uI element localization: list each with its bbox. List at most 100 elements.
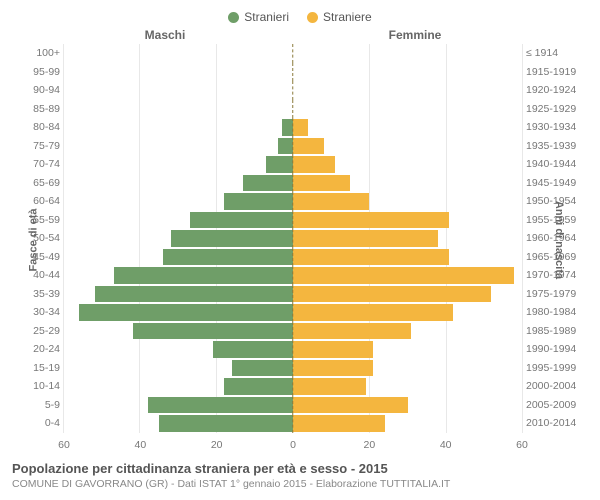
legend: Stranieri Straniere — [0, 0, 600, 28]
birth-year-label: 1995-1999 — [522, 362, 580, 374]
y-axis-title-left: Fasce di età — [27, 209, 39, 272]
bar-female — [293, 230, 438, 247]
center-axis-line — [292, 340, 293, 359]
age-label: 25-29 — [20, 325, 64, 337]
birth-year-label: 1915-1919 — [522, 66, 580, 78]
center-axis-line — [292, 155, 293, 174]
age-label: 35-39 — [20, 288, 64, 300]
x-ticks-right: 204060 — [293, 439, 522, 455]
birth-year-label: 2010-2014 — [522, 417, 580, 429]
bar-area — [64, 396, 522, 415]
bar-area — [64, 211, 522, 230]
swatch-female — [307, 12, 318, 23]
chart-title: Popolazione per cittadinanza straniera p… — [12, 461, 588, 476]
x-tick: 40 — [135, 439, 147, 451]
center-axis-line — [292, 266, 293, 285]
bar-female — [293, 138, 324, 155]
age-label: 0-4 — [20, 417, 64, 429]
birth-year-label: 1940-1944 — [522, 158, 580, 170]
bar-male — [190, 212, 293, 229]
x-tick: 60 — [516, 439, 528, 451]
birth-year-label: 1930-1934 — [522, 121, 580, 133]
age-label: 70-74 — [20, 158, 64, 170]
chart-row: 65-69 1945-1949 — [20, 174, 580, 193]
header-male: Maschi — [0, 28, 290, 42]
bar-area — [64, 303, 522, 322]
bar-female — [293, 360, 373, 377]
bar-area — [64, 155, 522, 174]
bar-female — [293, 341, 373, 358]
column-headers: Maschi Femmine — [0, 28, 600, 42]
birth-year-label: 1935-1939 — [522, 140, 580, 152]
chart-row: 5-92005-2009 — [20, 396, 580, 415]
chart-row: 60-641950-1954 — [20, 192, 580, 211]
chart-row: 95-99 1915-1919 — [20, 63, 580, 82]
x-tick: 20 — [363, 439, 375, 451]
center-axis-line — [292, 137, 293, 156]
bar-female — [293, 119, 308, 136]
bar-area — [64, 377, 522, 396]
bar-female — [293, 156, 335, 173]
center-axis-line — [292, 359, 293, 378]
bar-area — [64, 63, 522, 82]
x-axis: 6040200 204060 — [0, 439, 600, 455]
birth-year-label: 2005-2009 — [522, 399, 580, 411]
age-label: 65-69 — [20, 177, 64, 189]
birth-year-label: 1925-1929 — [522, 103, 580, 115]
bar-area — [64, 229, 522, 248]
bar-area — [64, 118, 522, 137]
bar-male — [114, 267, 293, 284]
swatch-male — [228, 12, 239, 23]
chart-row: 30-34 1980-1984 — [20, 303, 580, 322]
bar-female — [293, 249, 449, 266]
center-axis-line — [292, 414, 293, 433]
x-tick: 40 — [440, 439, 452, 451]
age-label: 15-19 — [20, 362, 64, 374]
age-label: 90-94 — [20, 84, 64, 96]
bar-female — [293, 415, 385, 432]
bar-female — [293, 286, 491, 303]
age-label: 20-24 — [20, 343, 64, 355]
bar-male — [163, 249, 293, 266]
bar-female — [293, 378, 366, 395]
bar-male — [79, 304, 293, 321]
bar-area — [64, 174, 522, 193]
bar-female — [293, 212, 449, 229]
birth-year-label: 1920-1924 — [522, 84, 580, 96]
center-axis-line — [292, 248, 293, 267]
bar-area — [64, 192, 522, 211]
bar-male — [266, 156, 293, 173]
birth-year-label: 2000-2004 — [522, 380, 580, 392]
age-label: 80-84 — [20, 121, 64, 133]
chart-row: 85-891925-1929 — [20, 100, 580, 119]
birth-year-label: 1980-1984 — [522, 306, 580, 318]
legend-item-female: Straniere — [307, 10, 372, 24]
chart-row: 75-791935-1939 — [20, 137, 580, 156]
legend-label-male: Stranieri — [244, 10, 289, 24]
bar-female — [293, 397, 408, 414]
center-axis-line — [292, 285, 293, 304]
chart-row: 50-541960-1964 — [20, 229, 580, 248]
header-female: Femmine — [290, 28, 600, 42]
bar-female — [293, 193, 369, 210]
x-tick: 20 — [211, 439, 223, 451]
bar-male — [133, 323, 293, 340]
birth-year-label: 1945-1949 — [522, 177, 580, 189]
age-label: 30-34 — [20, 306, 64, 318]
center-axis-line — [292, 211, 293, 230]
bar-female — [293, 267, 514, 284]
center-axis-line — [292, 229, 293, 248]
bar-area — [64, 81, 522, 100]
birth-year-label: 1965-1969 — [522, 251, 580, 263]
chart-row: 35-391975-1979 — [20, 285, 580, 304]
center-axis-line — [292, 192, 293, 211]
legend-item-male: Stranieri — [228, 10, 289, 24]
bar-male — [159, 415, 293, 432]
age-label: 95-99 — [20, 66, 64, 78]
birth-year-label: 1985-1989 — [522, 325, 580, 337]
center-axis-line — [292, 118, 293, 137]
chart-row: 70-74 1940-1944 — [20, 155, 580, 174]
chart-row: 55-591955-1959 — [20, 211, 580, 230]
bar-area — [64, 248, 522, 267]
bar-area — [64, 322, 522, 341]
